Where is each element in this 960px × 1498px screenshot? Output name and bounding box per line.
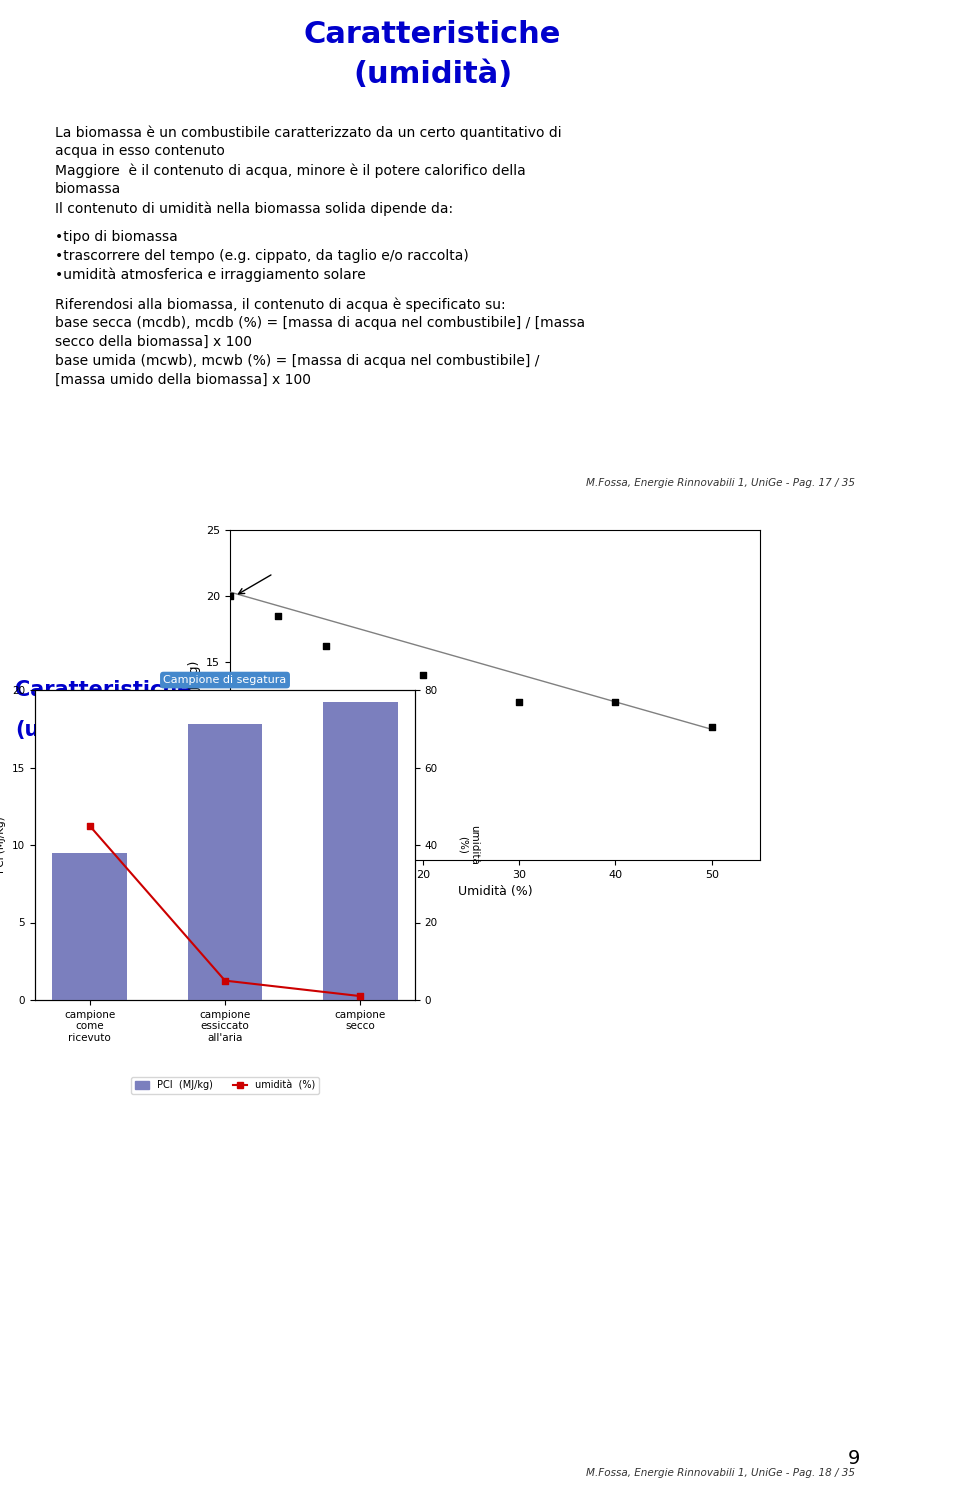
Text: acqua in esso contenuto: acqua in esso contenuto xyxy=(55,144,225,157)
Bar xyxy=(324,703,397,1001)
Text: Il contenuto di umidità nella biomassa solida dipende da:: Il contenuto di umidità nella biomassa s… xyxy=(55,201,453,216)
Y-axis label: PCI (MJ/Kg): PCI (MJ/Kg) xyxy=(0,816,7,873)
Text: Caratteristiche: Caratteristiche xyxy=(303,19,562,49)
Text: Riferendosi alla biomassa, il contenuto di acqua è specificato su:: Riferendosi alla biomassa, il contenuto … xyxy=(55,297,506,312)
Text: Maggiore  è il contenuto di acqua, minore è il potere calorifico della: Maggiore è il contenuto di acqua, minore… xyxy=(55,163,526,177)
Point xyxy=(223,584,238,608)
Point xyxy=(415,664,430,688)
Legend: PCI  (MJ/kg), umidità  (%): PCI (MJ/kg), umidità (%) xyxy=(131,1077,319,1095)
Text: M.Fossa, Energie Rinnovabili 1, UniGe - Pag. 18 / 35: M.Fossa, Energie Rinnovabili 1, UniGe - … xyxy=(586,1468,855,1479)
Text: base secca (mcdb), mcdb (%) = [massa di acqua nel combustibile] / [massa: base secca (mcdb), mcdb (%) = [massa di … xyxy=(55,316,586,330)
Text: base umida (mcwb), mcwb (%) = [massa di acqua nel combustibile] /: base umida (mcwb), mcwb (%) = [massa di … xyxy=(55,354,540,369)
Text: secco della biomassa] x 100: secco della biomassa] x 100 xyxy=(55,336,252,349)
X-axis label: Umidità (%): Umidità (%) xyxy=(458,885,532,899)
Text: (umidità): (umidità) xyxy=(15,721,124,740)
Point xyxy=(512,689,527,713)
Bar xyxy=(52,852,127,1001)
Text: [massa umido della biomassa] x 100: [massa umido della biomassa] x 100 xyxy=(55,373,311,386)
Point xyxy=(319,634,334,658)
Point xyxy=(352,984,368,1008)
Text: (umidità): (umidità) xyxy=(353,60,512,88)
Bar xyxy=(188,724,262,1001)
Title: Campione di segatura: Campione di segatura xyxy=(163,676,287,685)
Y-axis label: PCI (MJ/Kg): PCI (MJ/Kg) xyxy=(187,661,201,730)
Text: La biomassa è un combustibile caratterizzato da un certo quantitativo di: La biomassa è un combustibile caratteriz… xyxy=(55,124,562,139)
Point xyxy=(271,604,286,628)
Point xyxy=(608,689,623,713)
Text: Caratteristiche: Caratteristiche xyxy=(15,680,191,700)
Point xyxy=(704,715,719,739)
Text: •umidità atmosferica e irraggiamento solare: •umidità atmosferica e irraggiamento sol… xyxy=(55,268,366,283)
Point xyxy=(82,813,97,837)
Text: M.Fossa, Energie Rinnovabili 1, UniGe - Pag. 17 / 35: M.Fossa, Energie Rinnovabili 1, UniGe - … xyxy=(586,478,855,488)
Text: •tipo di biomassa: •tipo di biomassa xyxy=(55,231,178,244)
Text: biomassa: biomassa xyxy=(55,181,121,196)
Point xyxy=(217,969,232,993)
Text: 9: 9 xyxy=(848,1449,860,1468)
Text: •trascorrere del tempo (e.g. cippato, da taglio e/o raccolta): •trascorrere del tempo (e.g. cippato, da… xyxy=(55,249,468,264)
Y-axis label: umidità
(%): umidità (%) xyxy=(457,825,479,864)
